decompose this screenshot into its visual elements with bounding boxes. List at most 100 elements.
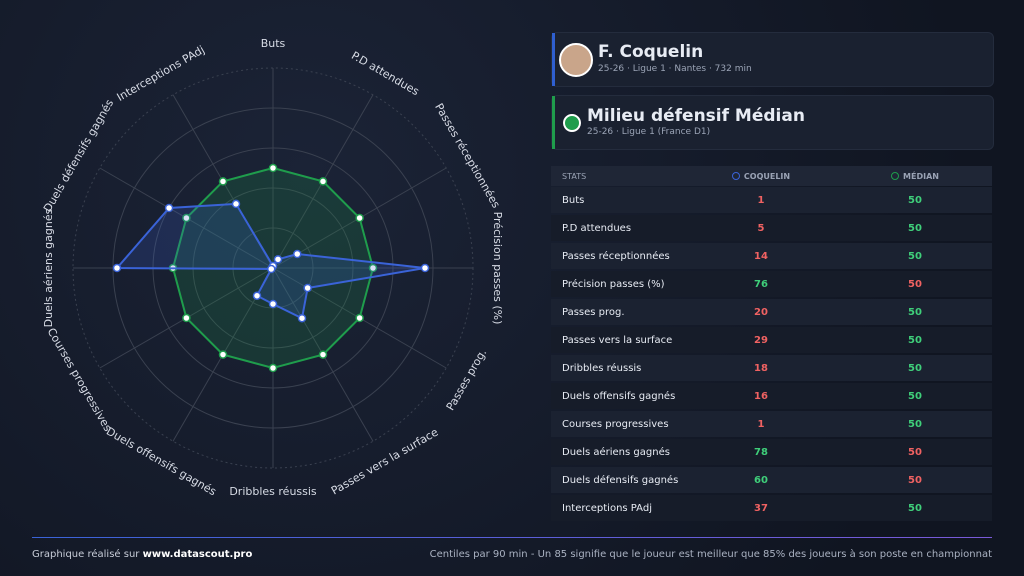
player-card: F. Coquelin 25-26 · Ligue 1 · Nantes · 7…	[551, 32, 994, 87]
median-value: 50	[908, 446, 922, 458]
data-point	[292, 249, 302, 259]
table-row: Buts 1 50	[551, 187, 992, 213]
stat-name: Duels aériens gagnés	[562, 446, 670, 458]
median-value: 50	[908, 474, 922, 486]
stat-name: Passes prog.	[562, 306, 625, 318]
player-value: 1	[757, 194, 765, 206]
table-row: Courses progressives 1 50	[551, 411, 992, 437]
data-point	[218, 350, 228, 359]
player-value: 16	[754, 390, 768, 402]
table-row: Passes vers la surface 29 50	[551, 327, 992, 353]
footer-site: www.datascout.pro	[142, 549, 253, 560]
header-cell: STATS	[562, 171, 587, 181]
median-value: 50	[908, 334, 922, 346]
stat-name: Passes vers la surface	[562, 334, 673, 346]
median-value: 50	[908, 222, 922, 234]
data-point	[318, 350, 328, 359]
data-point	[252, 291, 262, 300]
reference-name: Milieu défensif Médian	[587, 106, 805, 126]
accent-bar	[552, 96, 555, 149]
data-point	[268, 363, 278, 373]
stat-name: Buts	[562, 194, 585, 206]
data-point	[268, 163, 278, 173]
divider	[32, 537, 992, 538]
stat-name: Duels défensifs gagnés	[562, 474, 679, 486]
data-point	[355, 313, 364, 323]
legend-label: COQUELIN	[743, 171, 791, 181]
table-row: Précision passes (%) 76 50	[551, 271, 992, 297]
median-value: 50	[908, 502, 922, 514]
table-header: STATS COQUELIN MÉDIAN	[551, 166, 992, 186]
axis-label: Passes réceptionnées	[432, 101, 503, 210]
data-point	[355, 213, 364, 223]
data-point	[273, 255, 283, 264]
data-point	[218, 177, 228, 186]
player-name: F. Coquelin	[598, 42, 704, 62]
data-point	[231, 199, 241, 209]
data-point	[182, 213, 191, 223]
player-value: 1	[757, 418, 765, 430]
reference-dot	[563, 114, 581, 132]
footer-left: Graphique réalisé sur www.datascout.pro	[32, 549, 252, 560]
table-row: Passes réceptionnées 14 50	[551, 243, 992, 269]
player-value: 14	[754, 250, 768, 262]
data-point	[267, 264, 276, 274]
median-value: 50	[908, 306, 922, 318]
legend-dot	[891, 172, 900, 180]
data-point	[420, 263, 430, 273]
table-row: Passes prog. 20 50	[551, 299, 992, 325]
player-value: 5	[757, 222, 765, 234]
stat-name: Duels offensifs gagnés	[562, 390, 676, 402]
player-value: 18	[754, 362, 768, 374]
data-point	[164, 203, 174, 213]
axis-label: Dribbles réussis	[229, 485, 317, 498]
footer-text: Graphique réalisé sur	[32, 549, 140, 560]
data-point	[368, 263, 378, 273]
median-value: 50	[908, 250, 922, 262]
footer-note: Centiles par 90 min - Un 85 signifie que…	[429, 549, 992, 560]
axis-label: Duels offensifs gagnés	[104, 425, 219, 499]
data-point	[318, 177, 328, 186]
axis-label: Passes vers la surface	[329, 425, 441, 497]
player-value: 37	[754, 502, 768, 514]
axis-label: P.D attendues	[349, 49, 422, 98]
stat-name: Courses progressives	[562, 418, 669, 430]
axis-label: Passes prog.	[444, 347, 490, 413]
header-cell: COQUELIN	[721, 172, 801, 181]
axis-label: Interceptions PAdj	[115, 43, 207, 104]
stat-name: P.D attendues	[562, 222, 632, 234]
data-point	[297, 313, 307, 323]
table-row: P.D attendues 5 50	[551, 215, 992, 241]
avatar	[559, 43, 593, 77]
stat-name: Dribbles réussis	[562, 362, 642, 374]
table-row: Duels offensifs gagnés 16 50	[551, 383, 992, 409]
accent-bar	[552, 33, 555, 86]
median-value: 50	[908, 418, 922, 430]
header-cell: MÉDIAN	[875, 172, 955, 181]
median-value: 50	[908, 362, 922, 374]
player-value: 78	[754, 446, 768, 458]
data-point	[112, 263, 122, 273]
data-point	[268, 299, 278, 309]
stat-name: Précision passes (%)	[562, 278, 665, 290]
player-value: 29	[754, 334, 768, 346]
data-point	[303, 283, 312, 293]
axis-label: Courses progressives	[45, 326, 115, 434]
player-value: 76	[754, 278, 768, 290]
player-value: 60	[754, 474, 768, 486]
axis-label: Précision passes (%)	[491, 212, 504, 325]
table-row: Dribbles réussis 18 50	[551, 355, 992, 381]
median-value: 50	[908, 278, 922, 290]
axis-label: Buts	[261, 37, 286, 50]
stat-name: Interceptions PAdj	[562, 502, 652, 514]
reference-info: 25-26 · Ligue 1 (France D1)	[587, 127, 711, 137]
table-row: Duels défensifs gagnés 60 50	[551, 467, 992, 493]
axis-label: Duels défensifs gagnés	[41, 97, 116, 215]
legend-label: MÉDIAN	[903, 171, 939, 181]
reference-card: Milieu défensif Médian 25-26 · Ligue 1 (…	[551, 95, 994, 150]
player-value: 20	[754, 306, 768, 318]
axis-label: Duels aériens gagnés	[42, 208, 55, 327]
table-row: Interceptions PAdj 37 50	[551, 495, 992, 521]
